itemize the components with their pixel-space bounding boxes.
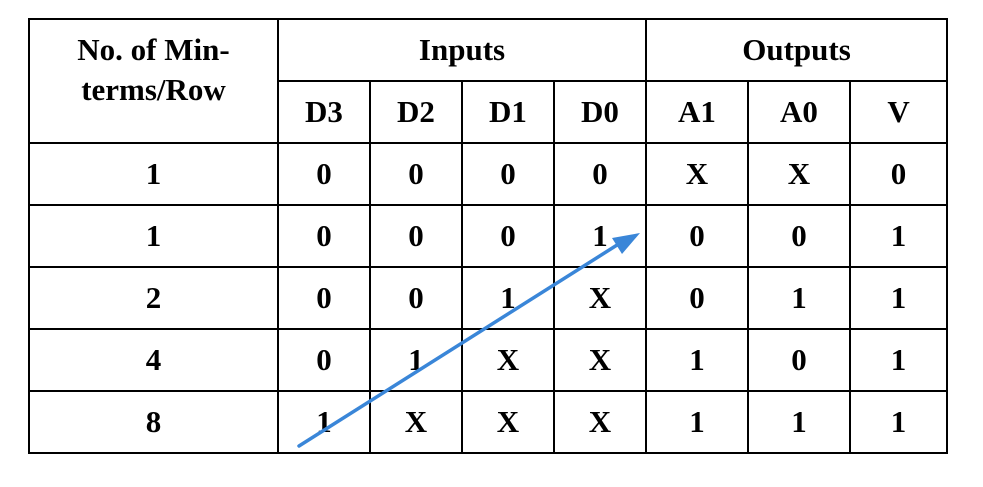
column-header-d0: D0: [553, 80, 647, 144]
cell-d0: X: [553, 328, 647, 392]
cell-v: 1: [848, 204, 949, 268]
cell-a0: 1: [747, 390, 851, 454]
column-header-v: V: [848, 80, 949, 144]
cell-v: 1: [848, 390, 949, 454]
cell-d3: 0: [277, 142, 371, 206]
header-minterms-line1: No. of Min-: [77, 32, 230, 67]
column-header-a0: A0: [747, 80, 851, 144]
cell-a0: 0: [747, 328, 851, 392]
cell-d1: 0: [461, 142, 555, 206]
column-header-d1: D1: [461, 80, 555, 144]
row-minterm-count: 2: [28, 266, 279, 330]
column-header-d3: D3: [277, 80, 371, 144]
row-minterm-count: 1: [28, 142, 279, 206]
cell-d2: 0: [369, 204, 463, 268]
cell-d0: 1: [553, 204, 647, 268]
header-minterms-per-row: No. of Min-terms/Row: [28, 18, 279, 144]
cell-v: 0: [848, 142, 949, 206]
cell-a0: 1: [747, 266, 851, 330]
header-outputs: Outputs: [644, 18, 949, 82]
column-header-a1: A1: [645, 80, 749, 144]
cell-d1: 1: [461, 266, 555, 330]
row-minterm-count: 8: [28, 390, 279, 454]
truth-table-container: No. of Min-terms/Row Inputs Outputs D3 D…: [28, 18, 949, 454]
cell-d0: X: [553, 390, 647, 454]
header-inputs: Inputs: [277, 18, 647, 82]
cell-a0: 0: [747, 204, 851, 268]
cell-d2: X: [369, 390, 463, 454]
row-minterm-count: 1: [28, 204, 279, 268]
cell-a1: X: [645, 142, 749, 206]
cell-a1: 1: [645, 390, 749, 454]
cell-d3: 0: [277, 328, 371, 392]
cell-a1: 0: [645, 204, 749, 268]
table-row: 8 1 X X X 1 1 1: [28, 390, 949, 454]
cell-d2: 1: [369, 328, 463, 392]
table-row: 2 0 0 1 X 0 1 1: [28, 266, 949, 330]
cell-v: 1: [848, 328, 949, 392]
cell-v: 1: [848, 266, 949, 330]
row-minterm-count: 4: [28, 328, 279, 392]
cell-d3: 0: [277, 266, 371, 330]
cell-a0: X: [747, 142, 851, 206]
cell-d1: 0: [461, 204, 555, 268]
cell-a1: 1: [645, 328, 749, 392]
cell-d3: 0: [277, 204, 371, 268]
column-header-d2: D2: [369, 80, 463, 144]
header-minterms-line2: terms/Row: [81, 72, 226, 107]
cell-d1: X: [461, 328, 555, 392]
cell-d2: 0: [369, 142, 463, 206]
cell-d0: X: [553, 266, 647, 330]
cell-d3: 1: [277, 390, 371, 454]
priority-encoder-truth-table: No. of Min-terms/Row Inputs Outputs D3 D…: [28, 18, 949, 454]
cell-a1: 0: [645, 266, 749, 330]
table-row: 1 0 0 0 1 0 0 1: [28, 204, 949, 268]
cell-d0: 0: [553, 142, 647, 206]
table-row: 4 0 1 X X 1 0 1: [28, 328, 949, 392]
cell-d2: 0: [369, 266, 463, 330]
cell-d1: X: [461, 390, 555, 454]
table-row: 1 0 0 0 0 X X 0: [28, 142, 949, 206]
